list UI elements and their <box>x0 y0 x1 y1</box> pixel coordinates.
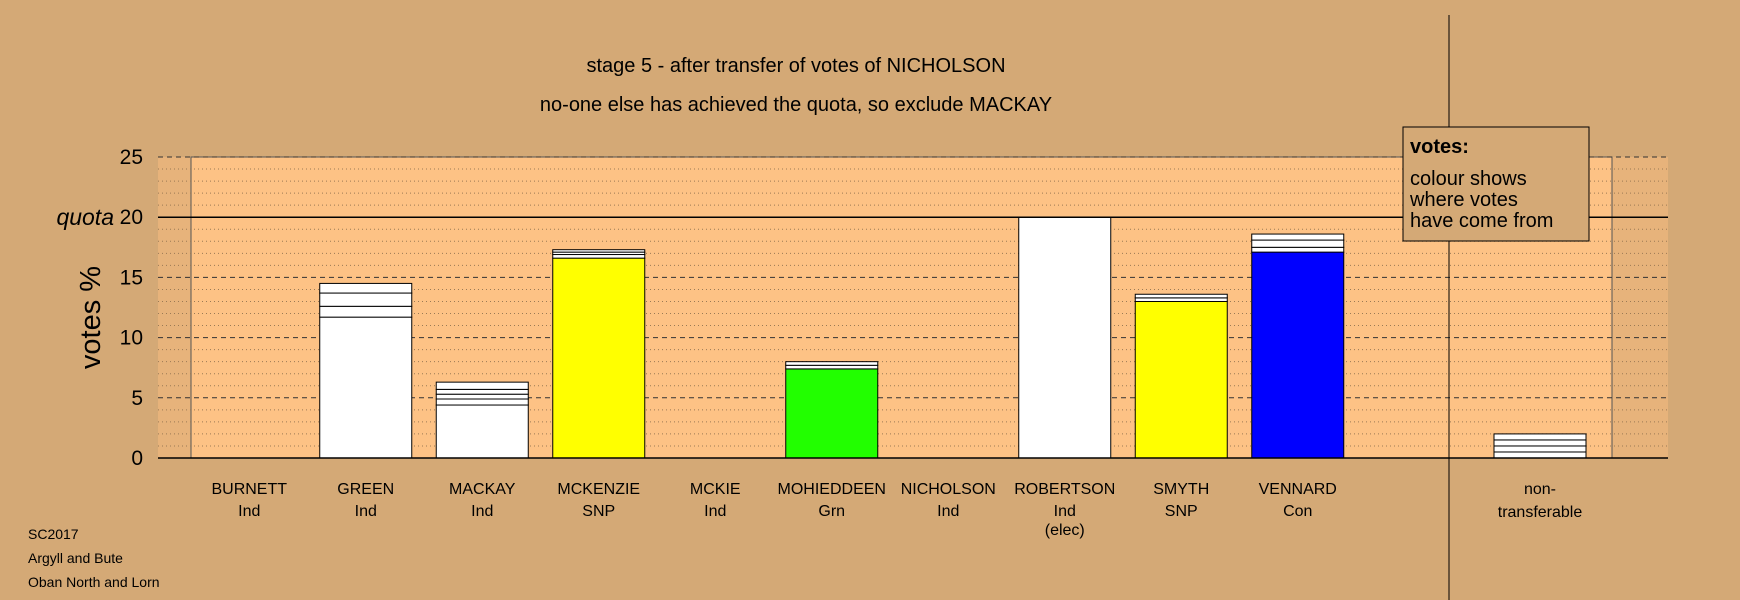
quota-label: quota <box>56 204 114 230</box>
footer-council: Argyll and Bute <box>28 550 123 566</box>
bar-segment <box>785 368 879 459</box>
bar-mckenzie <box>552 249 646 459</box>
y-tick-label: 20 <box>120 206 143 229</box>
bar-segment <box>435 404 529 459</box>
bar-segment <box>319 316 413 459</box>
nontransferable-label-line1: non- <box>1524 481 1556 498</box>
bar-nontransferable <box>1493 433 1587 459</box>
bar-segment <box>1493 439 1587 447</box>
candidate-party-mckie: Ind <box>704 503 726 520</box>
y-tick-label: 5 <box>131 387 143 410</box>
candidate-name-mckie: MCKIE <box>690 481 741 498</box>
bar-segment <box>1134 300 1228 459</box>
candidate-party-smyth: SNP <box>1165 503 1198 520</box>
candidate-party-robertson: Ind <box>1054 503 1076 520</box>
bar-segment <box>435 388 529 395</box>
footer: SC2017 Argyll and Bute Oban North and Lo… <box>28 522 160 594</box>
chart-subtitle: no-one else has achieved the quota, so e… <box>540 94 1052 116</box>
bar-segment <box>1134 297 1228 302</box>
bar-vennard <box>1251 233 1345 459</box>
candidate-name-mohieddeen: MOHIEDDEEN <box>778 481 886 498</box>
candidate-party-nicholson: Ind <box>937 503 959 520</box>
legend-line: where votes <box>1409 189 1518 211</box>
bar-segment <box>1493 451 1587 459</box>
plot-area <box>190 156 1613 459</box>
bar-robertson <box>1018 216 1112 459</box>
legend-line: have come from <box>1410 210 1553 232</box>
chart-title: stage 5 - after transfer of votes of NIC… <box>586 55 1005 77</box>
plot-margin-right <box>1612 157 1668 458</box>
bar-segment <box>319 282 413 294</box>
candidate-name-green: GREEN <box>337 481 394 498</box>
candidate-party-green: Ind <box>355 503 377 520</box>
bar-segment <box>435 398 529 406</box>
legend-title: votes: <box>1410 136 1469 158</box>
bar-segment <box>785 361 879 366</box>
bar-smyth <box>1134 293 1228 459</box>
bar-segment <box>319 292 413 307</box>
candidate-party-mckenzie: SNP <box>582 503 615 520</box>
y-tick-label: 15 <box>120 266 143 289</box>
candidate-party-burnett: Ind <box>238 503 260 520</box>
footer-election: SC2017 <box>28 526 79 542</box>
legend-box <box>1402 126 1590 242</box>
bar-segment <box>1134 293 1228 299</box>
candidate-name-mackay: MACKAY <box>449 481 516 498</box>
bar-segment <box>1251 239 1345 248</box>
bar-green <box>319 282 413 459</box>
candidate-name-nicholson: NICHOLSON <box>901 481 996 498</box>
candidate-note-robertson: (elec) <box>1045 522 1085 539</box>
bar-segment <box>1493 445 1587 453</box>
nontransferable-label-line2: transferable <box>1498 504 1583 521</box>
bar-segment <box>1251 233 1345 241</box>
bar-segment <box>1251 246 1345 253</box>
bar-segment <box>552 254 646 259</box>
bar-segment <box>1493 433 1587 441</box>
y-tick-label: 0 <box>131 447 143 470</box>
candidate-name-burnett: BURNETT <box>211 481 287 498</box>
bar-mackay <box>435 381 529 459</box>
candidate-party-mackay: Ind <box>471 503 493 520</box>
y-axis-label: votes % <box>75 266 107 369</box>
bar-segment <box>1251 251 1345 459</box>
bar-segment <box>785 364 879 370</box>
plot-margin-left <box>158 157 191 458</box>
bar-segment <box>435 381 529 390</box>
bar-segment <box>552 257 646 459</box>
bar-mohieddeen <box>785 361 879 459</box>
footer-ward: Oban North and Lorn <box>28 574 160 590</box>
bar-segment <box>319 305 413 318</box>
candidate-name-vennard: VENNARD <box>1259 481 1337 498</box>
candidate-name-mckenzie: MCKENZIE <box>557 481 640 498</box>
candidate-name-smyth: SMYTH <box>1153 481 1209 498</box>
candidate-party-vennard: Con <box>1283 503 1312 520</box>
candidate-party-mohieddeen: Grn <box>818 503 845 520</box>
bar-segment <box>435 393 529 400</box>
bar-segment <box>1018 216 1112 459</box>
legend-line: colour shows <box>1410 168 1527 190</box>
candidate-name-robertson: ROBERTSON <box>1014 481 1115 498</box>
y-tick-label: 10 <box>120 327 143 350</box>
y-tick-label: 25 <box>120 146 143 169</box>
bar-segment <box>552 249 646 253</box>
